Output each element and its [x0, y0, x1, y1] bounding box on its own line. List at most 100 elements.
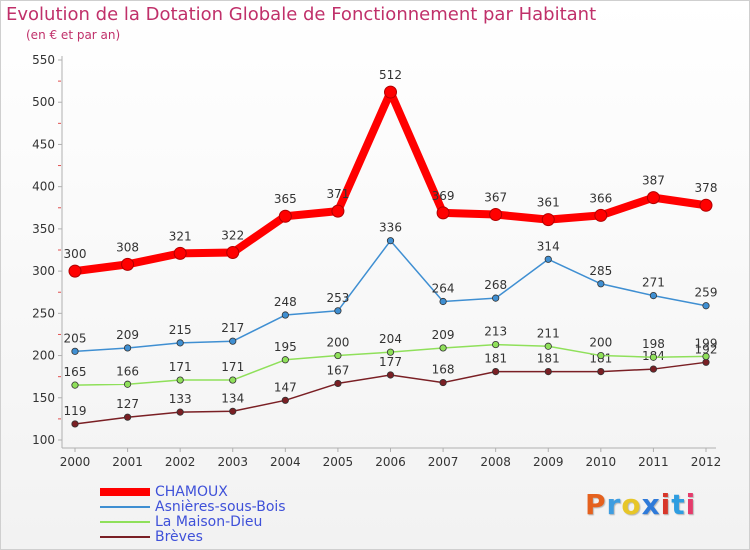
- y-tick-label: 300: [32, 264, 55, 278]
- data-label: 147: [274, 380, 297, 394]
- brand-letter: P: [585, 488, 607, 521]
- data-point: [281, 396, 289, 404]
- data-point: [229, 407, 237, 415]
- x-tick-label: 2003: [217, 455, 248, 469]
- x-tick-label: 2009: [533, 455, 564, 469]
- y-tick-label: 350: [32, 222, 55, 236]
- brand-letter: o: [621, 488, 642, 521]
- x-tick-label: 2004: [270, 455, 301, 469]
- data-point: [492, 340, 500, 349]
- y-tick-label: 500: [32, 95, 55, 109]
- data-label: 211: [537, 326, 560, 340]
- data-point: [334, 307, 342, 315]
- data-label: 200: [326, 336, 349, 350]
- brand-letter: i: [685, 488, 697, 521]
- chart-title: Evolution de la Dotation Globale de Fonc…: [6, 4, 597, 25]
- y-tick-label: 450: [32, 137, 55, 151]
- data-point: [492, 294, 500, 302]
- brand-logo: Proxiti: [585, 488, 696, 521]
- data-label: 177: [379, 355, 402, 369]
- data-point: [439, 297, 447, 306]
- x-tick-label: 2008: [480, 455, 511, 469]
- data-point: [71, 420, 79, 428]
- data-label: 204: [379, 332, 402, 346]
- data-point: [702, 358, 710, 366]
- data-label: 119: [64, 404, 87, 418]
- data-label: 300: [64, 247, 87, 261]
- data-label: 213: [484, 325, 507, 339]
- data-label: 133: [169, 392, 192, 406]
- data-label: 369: [432, 189, 455, 203]
- legend-swatch-chamoux: [100, 488, 150, 496]
- data-label: 378: [695, 181, 718, 195]
- brand-letter: t: [671, 488, 686, 521]
- x-tick-label: 2011: [638, 455, 669, 469]
- data-point: [439, 378, 447, 387]
- data-point: [229, 376, 237, 384]
- data-point: [544, 367, 552, 376]
- data-label: 199: [695, 336, 718, 350]
- data-point: [71, 381, 79, 389]
- data-point: [331, 204, 345, 218]
- data-label: 365: [274, 192, 297, 206]
- data-label: 134: [221, 391, 244, 405]
- data-label: 127: [116, 397, 139, 411]
- data-point: [384, 85, 397, 99]
- data-point: [386, 237, 395, 245]
- data-label: 308: [116, 240, 139, 254]
- data-point: [492, 367, 500, 376]
- data-point: [334, 351, 342, 360]
- data-point: [649, 365, 658, 373]
- data-label: 367: [484, 191, 507, 205]
- data-label: 361: [537, 196, 560, 210]
- x-tick-label: 2007: [428, 455, 459, 469]
- chart-subtitle: (en € et par an): [26, 28, 121, 42]
- data-label: 271: [642, 276, 665, 290]
- data-point: [541, 213, 555, 227]
- data-point: [597, 351, 605, 360]
- data-label: 512: [379, 68, 402, 82]
- data-point: [176, 376, 184, 384]
- legend-label-asnieres: Asnières-sous-Bois: [155, 499, 286, 515]
- data-point: [489, 208, 503, 222]
- data-label: 209: [432, 328, 455, 342]
- x-tick-label: 2005: [323, 455, 354, 469]
- data-label: 167: [326, 363, 349, 377]
- data-point: [71, 347, 79, 355]
- x-tick-label: 2001: [112, 455, 143, 469]
- data-point: [646, 191, 660, 205]
- legend-label-la-maison-dieu: La Maison-Dieu: [155, 514, 263, 530]
- data-point: [334, 379, 342, 388]
- legend-label-breves: Brèves: [155, 529, 203, 545]
- data-label: 200: [589, 336, 612, 350]
- data-label: 165: [64, 365, 87, 379]
- data-label: 336: [379, 221, 402, 235]
- x-tick-label: 2010: [586, 455, 617, 469]
- data-label: 268: [484, 278, 507, 292]
- data-label: 195: [274, 340, 297, 354]
- data-point: [649, 291, 658, 300]
- data-point: [226, 246, 240, 260]
- data-label: 181: [537, 352, 560, 366]
- data-label: 264: [432, 282, 455, 296]
- legend-label-chamoux: CHAMOUX: [155, 484, 228, 500]
- data-point: [594, 208, 608, 222]
- data-point: [229, 337, 237, 345]
- x-tick-label: 2012: [691, 455, 722, 469]
- y-tick-label: 100: [32, 433, 55, 447]
- data-label: 198: [642, 337, 665, 351]
- data-point: [436, 206, 450, 220]
- brand-letter: x: [641, 488, 661, 521]
- data-point: [123, 344, 132, 352]
- data-label: 322: [221, 229, 244, 243]
- data-label: 285: [589, 264, 612, 278]
- legend-swatch-breves: [100, 536, 150, 538]
- data-point: [176, 408, 184, 416]
- legend-swatch-asnieres: [100, 506, 150, 508]
- y-tick-label: 200: [32, 349, 55, 363]
- data-label: 387: [642, 174, 665, 188]
- data-label: 171: [221, 360, 244, 374]
- data-point: [439, 344, 447, 352]
